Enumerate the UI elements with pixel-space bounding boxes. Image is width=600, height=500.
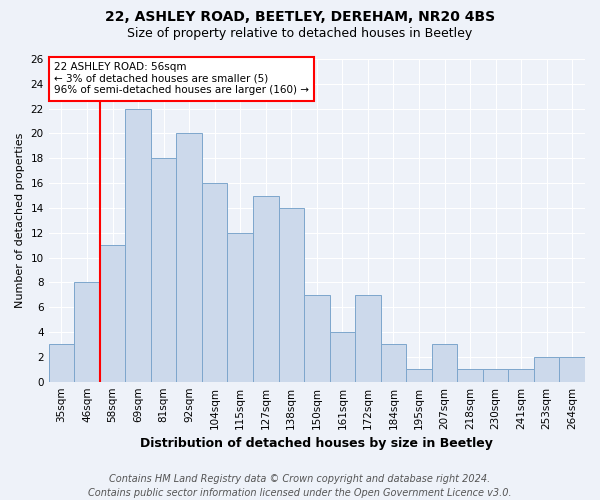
- Bar: [151, 158, 176, 382]
- Bar: [253, 196, 278, 382]
- Text: Contains HM Land Registry data © Crown copyright and database right 2024.
Contai: Contains HM Land Registry data © Crown c…: [88, 474, 512, 498]
- Bar: [432, 344, 457, 382]
- Text: Size of property relative to detached houses in Beetley: Size of property relative to detached ho…: [127, 28, 473, 40]
- Bar: [227, 233, 253, 382]
- Bar: [329, 332, 355, 382]
- Bar: [278, 208, 304, 382]
- Bar: [304, 295, 329, 382]
- Bar: [483, 370, 508, 382]
- Bar: [559, 357, 585, 382]
- Bar: [508, 370, 534, 382]
- Bar: [49, 344, 74, 382]
- Bar: [457, 370, 483, 382]
- Bar: [202, 183, 227, 382]
- Text: 22 ASHLEY ROAD: 56sqm
← 3% of detached houses are smaller (5)
96% of semi-detach: 22 ASHLEY ROAD: 56sqm ← 3% of detached h…: [54, 62, 309, 96]
- Bar: [534, 357, 559, 382]
- X-axis label: Distribution of detached houses by size in Beetley: Distribution of detached houses by size …: [140, 437, 493, 450]
- Bar: [100, 245, 125, 382]
- Bar: [176, 134, 202, 382]
- Bar: [125, 108, 151, 382]
- Bar: [74, 282, 100, 382]
- Bar: [380, 344, 406, 382]
- Y-axis label: Number of detached properties: Number of detached properties: [15, 132, 25, 308]
- Bar: [355, 295, 380, 382]
- Bar: [406, 370, 432, 382]
- Text: 22, ASHLEY ROAD, BEETLEY, DEREHAM, NR20 4BS: 22, ASHLEY ROAD, BEETLEY, DEREHAM, NR20 …: [105, 10, 495, 24]
